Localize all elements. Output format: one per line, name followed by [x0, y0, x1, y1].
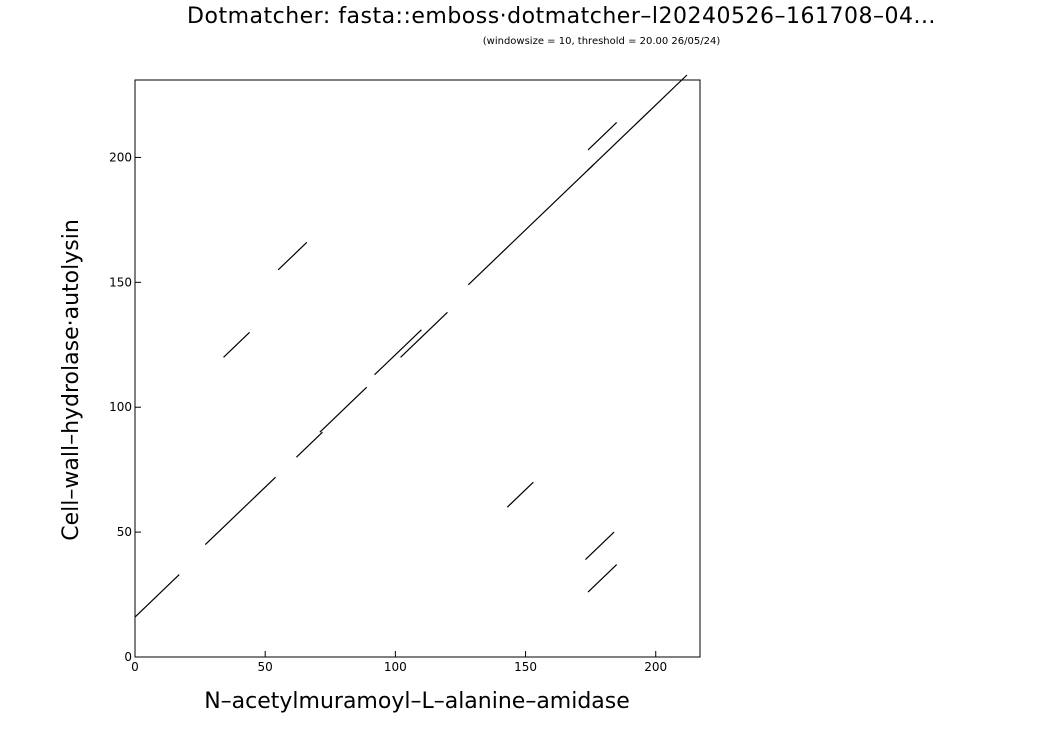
chart-subtitle-text: (windowsize = 10, threshold = 20.00 26/0… [482, 36, 721, 47]
match-segment [400, 311, 448, 358]
chart-subtitle: (windowsize = 10, threshold = 20.00 26/0… [0, 36, 1043, 47]
y-tick-label: 100 [109, 400, 132, 414]
x-tick-label: 50 [258, 660, 273, 674]
match-segment [587, 564, 618, 593]
x-tick-label: 200 [644, 660, 667, 674]
x-axis-ticks: 0 50 100 150 200 [131, 651, 667, 674]
chart-title-text: Dotmatcher: fasta::emboss·dotmatcher–l20… [187, 4, 936, 29]
match-segment [296, 431, 323, 458]
match-segment [223, 331, 250, 358]
y-axis-label: Cell–wall–hydrolase·autolysin [59, 219, 84, 541]
match-segment [585, 531, 615, 561]
plot-frame [134, 79, 701, 658]
match-segment [467, 164, 594, 286]
y-tick-label: 200 [109, 150, 132, 164]
match-segment [204, 476, 277, 546]
match-segments [134, 74, 688, 618]
chart-title: Dotmatcher: fasta::emboss·dotmatcher–l20… [0, 4, 1043, 29]
y-tick-label: 50 [117, 525, 132, 539]
match-segment [134, 574, 180, 618]
x-tick-label: 0 [131, 660, 139, 674]
y-axis-ticks: 0 50 100 150 200 [109, 150, 141, 664]
match-segment [319, 386, 368, 433]
y-tick-label: 150 [109, 275, 132, 289]
x-tick-label: 150 [514, 660, 537, 674]
y-tick-label: 0 [124, 650, 132, 664]
match-segment [374, 329, 422, 376]
x-axis-label: N–acetylmuramoyl–L–alanine–amidase [204, 689, 630, 714]
x-tick-label: 100 [384, 660, 407, 674]
match-segment [277, 241, 308, 271]
match-segment [587, 122, 618, 151]
match-segment [506, 481, 534, 508]
match-segment [587, 74, 688, 171]
